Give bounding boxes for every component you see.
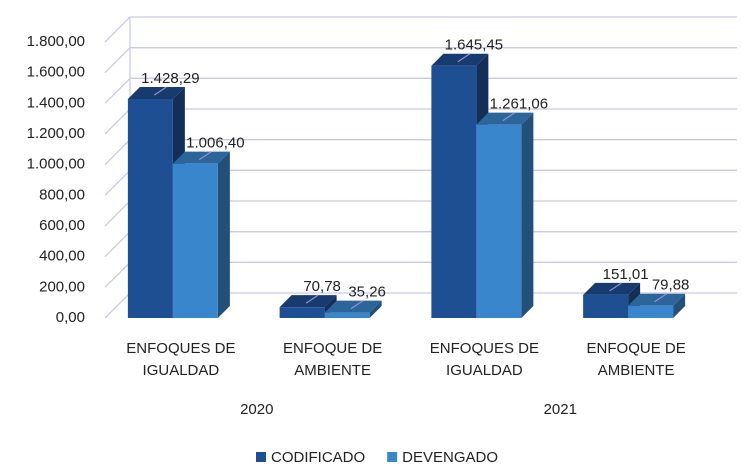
bar xyxy=(476,124,522,318)
bar xyxy=(628,305,674,318)
y-tick-label: 1.800,00 xyxy=(27,33,85,50)
value-label: 1.645,45 xyxy=(445,37,503,54)
grid-line xyxy=(104,47,737,74)
value-label: 151,01 xyxy=(603,266,649,283)
value-label: 1.428,29 xyxy=(141,70,199,87)
legend-swatch xyxy=(387,452,398,462)
value-label: 1.006,40 xyxy=(186,135,244,152)
grid-line xyxy=(104,108,737,135)
bar xyxy=(279,307,325,318)
y-tick-label: 800,00 xyxy=(39,186,85,203)
y-tick-label: 0,00 xyxy=(56,309,85,326)
value-label: 35,26 xyxy=(348,284,386,301)
x-tick-label: ENFOQUES DE IGUALDAD xyxy=(429,340,539,379)
leader-line xyxy=(154,86,167,96)
y-tick-label: 200,00 xyxy=(39,278,85,295)
y-tick-label: 1.000,00 xyxy=(27,156,85,173)
bar-side xyxy=(369,300,382,318)
leader-line xyxy=(457,53,471,63)
y-tick-label: 400,00 xyxy=(39,248,85,265)
y-tick-label: 1.400,00 xyxy=(27,94,85,111)
leader-line xyxy=(654,293,667,303)
bar-side xyxy=(217,151,230,318)
leader-line xyxy=(609,282,622,292)
x-tick-label: ENFOQUE DE AMBIENTE xyxy=(586,340,686,379)
bar xyxy=(583,294,629,318)
value-label: 1.261,06 xyxy=(490,96,548,113)
leader-line xyxy=(350,300,364,310)
leader-line xyxy=(199,151,212,161)
bar xyxy=(172,163,218,318)
y-tick-label: 600,00 xyxy=(39,217,85,234)
group-label: 2020 xyxy=(240,401,273,418)
legend-swatch xyxy=(256,452,266,462)
leader-line xyxy=(502,112,516,122)
value-label: 79,88 xyxy=(652,277,690,294)
group-label: 2021 xyxy=(544,401,577,418)
bar-side xyxy=(521,112,534,318)
grid-line xyxy=(104,16,737,43)
bar-side xyxy=(673,293,686,318)
leader-line xyxy=(305,294,319,304)
bar xyxy=(324,312,370,318)
value-label: 70,78 xyxy=(303,278,341,295)
y-tick-label: 1.200,00 xyxy=(27,125,85,142)
legend-label: DEVENGADO xyxy=(402,449,498,466)
y-tick-label: 1.600,00 xyxy=(27,64,85,81)
bar xyxy=(127,98,173,318)
x-tick-label: ENFOQUE DE AMBIENTE xyxy=(283,340,383,379)
bar xyxy=(431,65,477,319)
x-tick-label: ENFOQUES DE IGUALDAD xyxy=(126,340,236,379)
legend-label: CODIFICADO xyxy=(271,449,365,466)
grid-line xyxy=(104,77,737,104)
